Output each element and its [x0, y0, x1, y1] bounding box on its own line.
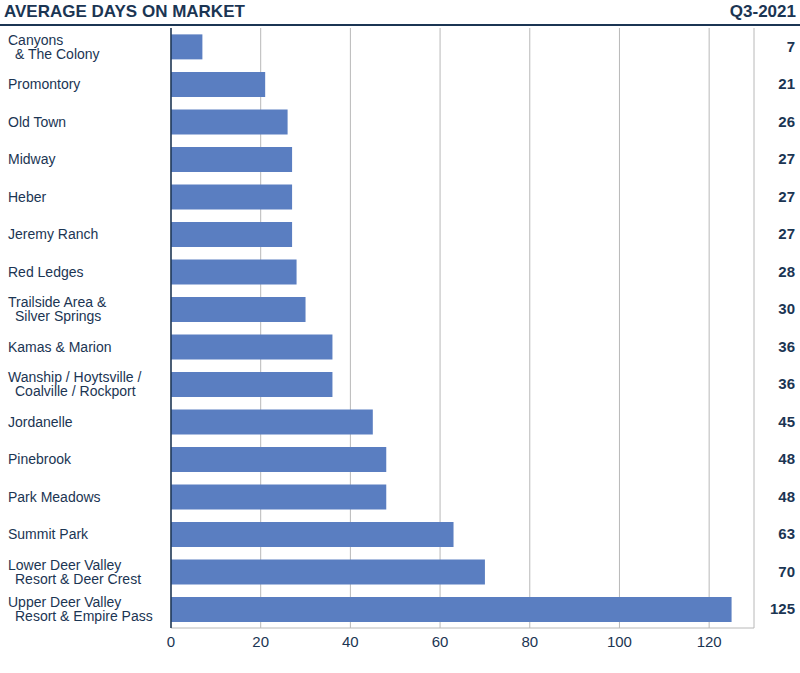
svg-text:80: 80: [521, 633, 538, 650]
svg-text:Lower Deer ValleyResort & Deer: Lower Deer ValleyResort & Deer Crest: [8, 557, 141, 587]
svg-text:21: 21: [778, 75, 792, 92]
svg-text:27: 27: [778, 150, 792, 167]
svg-text:Jordanelle: Jordanelle: [8, 414, 73, 430]
svg-text:26: 26: [778, 113, 792, 130]
svg-text:0: 0: [167, 633, 175, 650]
svg-text:Pinebrook: Pinebrook: [8, 451, 72, 467]
svg-text:30: 30: [778, 300, 792, 317]
svg-text:Park Meadows: Park Meadows: [8, 489, 101, 505]
svg-text:60: 60: [432, 633, 449, 650]
svg-text:27: 27: [778, 225, 792, 242]
svg-text:45: 45: [778, 413, 792, 430]
html-text:AVERAGE DAYS ON MARKET: AVERAGE DAYS ON MARKET: [4, 2, 245, 21]
svg-text:48: 48: [778, 488, 792, 505]
svg-text:20: 20: [252, 633, 269, 650]
svg-text:36: 36: [778, 375, 792, 392]
svg-text:27: 27: [778, 188, 792, 205]
svg-text:36: 36: [778, 338, 792, 355]
svg-text:48: 48: [778, 450, 792, 467]
svg-text:Promontory: Promontory: [8, 76, 80, 92]
svg-text:125: 125: [770, 600, 792, 617]
svg-text:Canyons& The Colony: Canyons& The Colony: [8, 32, 100, 62]
svg-text:Kamas & Marion: Kamas & Marion: [8, 339, 111, 355]
svg-text:28: 28: [778, 263, 792, 280]
svg-text:Old Town: Old Town: [8, 114, 66, 130]
svg-text:100: 100: [607, 633, 632, 650]
svg-text:Trailside Area &Silver Springs: Trailside Area &Silver Springs: [8, 294, 107, 324]
svg-text:70: 70: [778, 563, 792, 580]
svg-text:Summit Park: Summit Park: [8, 526, 89, 542]
svg-text:63: 63: [778, 525, 792, 542]
svg-text:120: 120: [697, 633, 722, 650]
svg-text:Wanship / Hoytsville /Coalvill: Wanship / Hoytsville /Coalville / Rockpo…: [8, 369, 141, 399]
svg-text:40: 40: [342, 633, 359, 650]
html-text:Q3-2021: Q3-2021: [729, 2, 796, 21]
svg-text:Upper Deer ValleyResort & Empi: Upper Deer ValleyResort & Empire Pass: [8, 594, 153, 624]
svg-text:Jeremy Ranch: Jeremy Ranch: [8, 226, 98, 242]
svg-text:7: 7: [787, 38, 792, 55]
svg-text:Red Ledges: Red Ledges: [8, 264, 84, 280]
svg-text:Midway: Midway: [8, 151, 55, 167]
svg-text:Heber: Heber: [8, 189, 46, 205]
